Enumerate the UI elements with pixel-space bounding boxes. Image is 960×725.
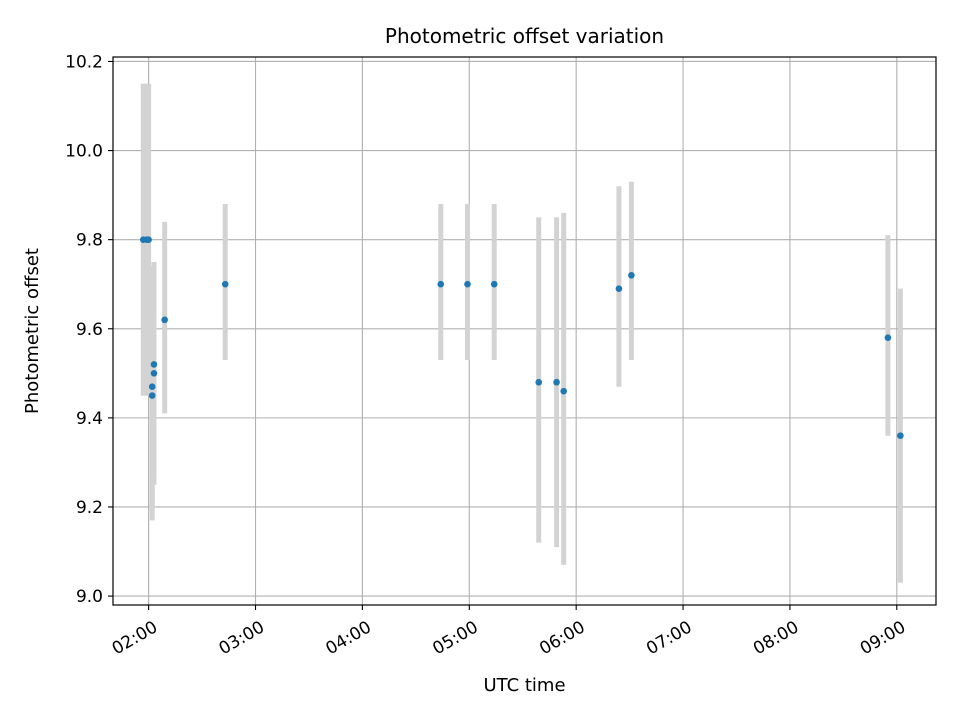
x-tick-label: 05:00 <box>429 617 481 659</box>
data-point <box>628 272 635 279</box>
data-point <box>464 280 471 288</box>
data-points <box>139 236 904 439</box>
data-point <box>437 280 445 288</box>
y-tick-label: 10.2 <box>65 52 103 72</box>
y-tick-label: 9.2 <box>76 498 103 518</box>
data-point <box>553 378 560 386</box>
x-tick-label: 09:00 <box>857 617 909 659</box>
grid-lines <box>113 57 936 605</box>
data-point <box>150 361 158 368</box>
y-tick-label: 9.8 <box>76 231 103 251</box>
x-tick-label: 04:00 <box>322 617 374 659</box>
x-tick-label: 02:00 <box>109 617 161 659</box>
x-tick-label: 06:00 <box>536 617 588 659</box>
data-point <box>148 383 156 390</box>
x-tick-label: 07:00 <box>643 617 695 659</box>
data-point <box>221 280 229 288</box>
y-tick-label: 9.4 <box>76 409 103 429</box>
y-tick-label: 9.6 <box>76 320 103 340</box>
data-point <box>535 378 543 386</box>
data-point <box>148 392 156 399</box>
axes-frame <box>112 56 937 606</box>
x-tick-label: 03:00 <box>216 617 268 659</box>
data-point <box>150 370 158 377</box>
data-point <box>615 285 623 292</box>
data-point <box>145 236 152 243</box>
y-axis-title: Photometric offset <box>22 248 43 414</box>
data-point <box>161 316 168 324</box>
data-point <box>884 334 892 341</box>
y-tick-label: 10.0 <box>65 142 103 162</box>
x-axis-title: UTC time <box>483 675 565 696</box>
data-point <box>490 280 498 288</box>
y-axis-ticks: 9.0 9.2 9.4 9.6 9.8 10.0 10.2 <box>65 52 113 607</box>
error-bars <box>140 83 903 583</box>
chart-title: Photometric offset variation <box>385 24 664 48</box>
y-tick-label: 9.0 <box>76 587 103 607</box>
data-point <box>897 432 904 439</box>
x-tick-label: 08:00 <box>750 617 802 659</box>
data-point <box>560 387 567 395</box>
x-axis-ticks: 02:00 03:00 04:00 05:00 06:00 07:00 08:00 09:00 <box>109 605 909 659</box>
